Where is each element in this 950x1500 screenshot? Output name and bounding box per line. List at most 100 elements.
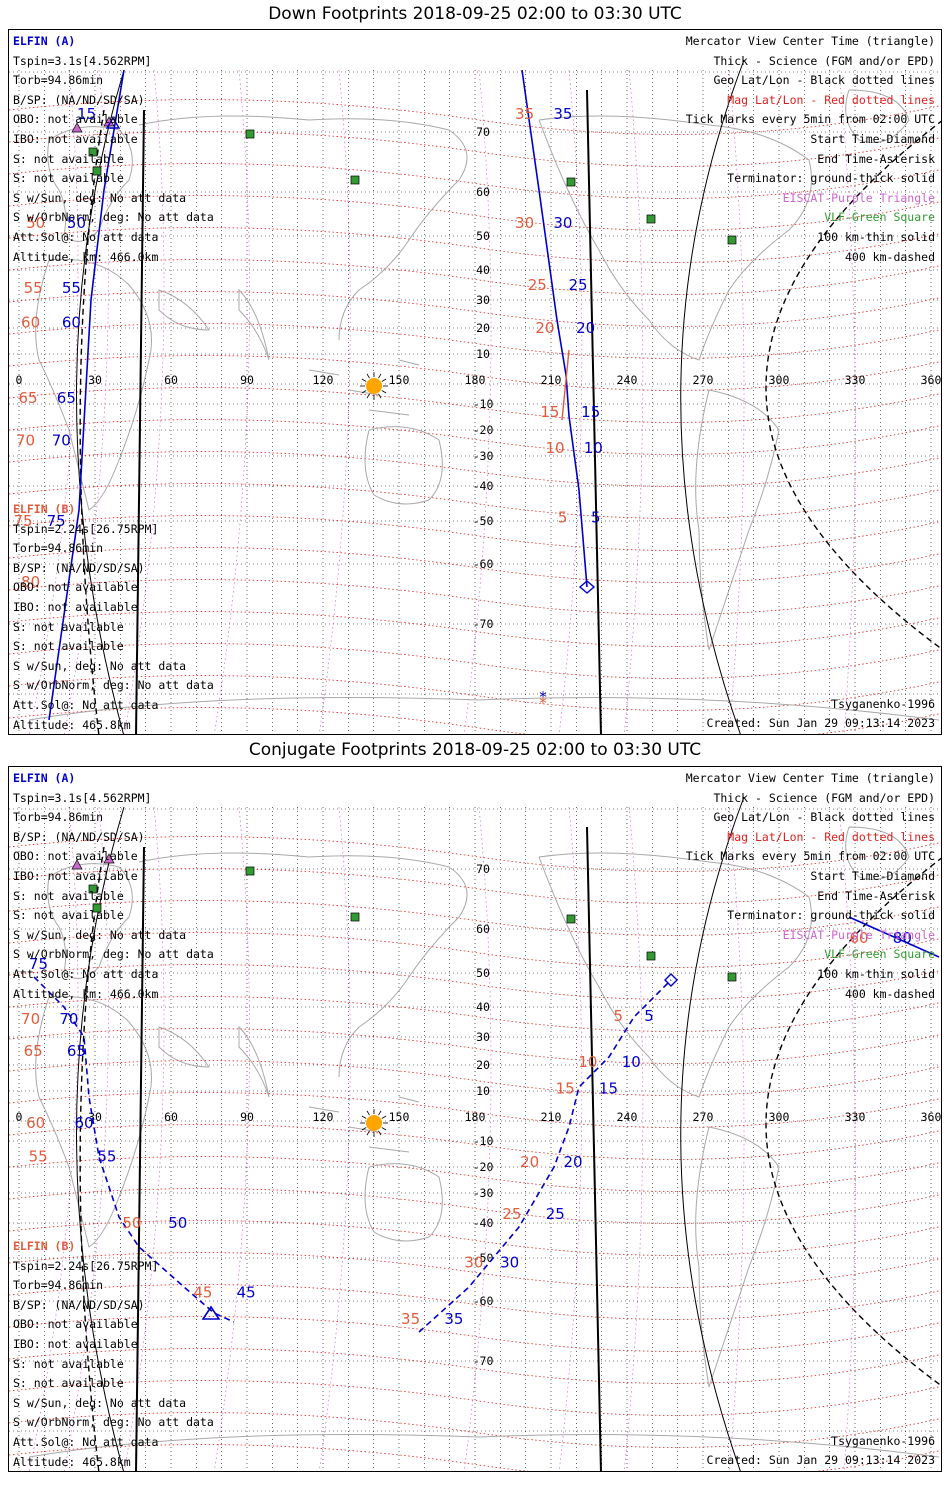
mag-meridian: [838, 806, 856, 1471]
coastline: [308, 359, 420, 416]
sun-icon: [366, 378, 382, 394]
legend-item: Geo Lat/Lon - Black dotted lines: [713, 810, 935, 825]
down-map-canvas: 0 30 60 90 120 150 180 210 240 270 300 330 360 70 60 50…: [9, 59, 941, 734]
terminator-line: [586, 89, 602, 734]
sat-a-line: S: not available: [13, 171, 124, 186]
track-time-label-b: 20: [535, 319, 554, 337]
vlf-square: [727, 235, 737, 245]
sat-b-line: IBO: not available: [13, 1336, 138, 1351]
track-time-label-b: 45: [193, 1283, 212, 1301]
lat-tick-label: 60: [476, 922, 490, 936]
coastline: [28, 697, 940, 721]
mag-meridian: [123, 806, 165, 1471]
sat-a-track: [848, 916, 940, 958]
mag-meridian: [728, 69, 745, 734]
sat-a-line: S: not available: [13, 908, 124, 923]
legend-item: 400 km-dashed: [844, 986, 935, 1001]
sat-b-line: Tspin=2.24s[26.75RPM]: [13, 1258, 159, 1273]
legend-item: EISCAT-Purple Triangle: [782, 190, 935, 205]
sat-b-name: ELFIN (B): [13, 502, 76, 516]
mag-parallel: [9, 163, 941, 199]
track-time-label-a: 10: [622, 1053, 641, 1071]
lon-tick-label: 240: [617, 1110, 638, 1124]
sat-b-info: ELFIN (B) Tspin=2.24s[26.75RPM] Torb=94.…: [13, 1237, 214, 1471]
legend-item: Geo Lat/Lon - Black dotted lines: [713, 73, 935, 88]
sat-b-line: S: not available: [13, 1356, 124, 1371]
down-footprints-map: 0 30 60 90 120 150 180 210 240 270 300 330 360 70 60 50…: [8, 29, 942, 735]
lon-tick-label: 150: [389, 373, 410, 387]
lon-tick-label: 90: [240, 373, 254, 387]
track-time-label-b: 70: [16, 431, 35, 449]
legend-item: Mercator View Center Time (triangle): [685, 771, 935, 785]
lat-tick-label: -60: [473, 557, 494, 571]
sun-ray: [378, 393, 382, 399]
coastline: [35, 995, 152, 1248]
sat-a-info: ELFIN (A) Tspin=3.1s[4.562RPM] Torb=94.8…: [13, 769, 214, 1004]
legend-item: End Time-Asterisk: [817, 151, 935, 166]
created-label: Created: Sun Jan 29 09:13:14 2023: [706, 1453, 935, 1467]
vlf-square: [727, 972, 737, 982]
sat-a-line: Tspin=3.1s[4.562RPM]: [13, 53, 152, 68]
sat-a-info: ELFIN (A) Tspin=3.1s[4.562RPM] Torb=94.8…: [13, 32, 214, 267]
panel-title-conjugate: Conjugate Footprints 2018-09-25 02:00 to…: [248, 740, 702, 760]
end-asterisk: *: [539, 688, 547, 706]
sat-b-name: ELFIN (B): [13, 1239, 76, 1253]
sun-ray: [381, 378, 387, 382]
track-time-label-b: 30: [515, 214, 534, 232]
sat-b-line: Tspin=2.24s[26.75RPM]: [13, 521, 159, 536]
sat-a-line: Torb=94.86min: [13, 810, 104, 825]
eiscat-triangle: [71, 122, 83, 133]
sat-a-line: OBO: not available: [13, 849, 138, 864]
track-time-label-a: 35: [444, 1310, 463, 1328]
track-time-label-a: 5: [591, 509, 601, 527]
sat-b-line: S w/Sun, deg: No att data: [13, 658, 187, 673]
track-time-label-a: 75: [29, 955, 48, 973]
mag-parallel: [9, 996, 941, 1032]
mag-parallel: [9, 1028, 941, 1064]
track-time-label-a: 75: [47, 512, 66, 530]
vlf-square: [245, 129, 255, 139]
legend-item: EISCAT-Purple Triangle: [782, 927, 935, 942]
vlf-square: [88, 884, 98, 894]
track-time-label-a: 30: [500, 1253, 519, 1271]
legend-item: Thick - Science (FGM and/or EPD): [713, 53, 935, 68]
lon-tick-label: 330: [845, 373, 866, 387]
terminator-100km: [680, 59, 745, 734]
lon-tick-label: 150: [389, 1110, 410, 1124]
lon-tick-label: 60: [164, 1110, 178, 1124]
terminator-100km: [680, 796, 745, 1471]
mag-meridian: [318, 69, 351, 734]
lat-tick-label: -50: [473, 514, 494, 528]
coastline: [28, 1434, 940, 1458]
mag-parallel: [9, 932, 941, 968]
vlf-square: [350, 912, 360, 922]
sat-a-line: IBO: not available: [13, 131, 138, 146]
sat-b-line: Altitude: 465.8km: [13, 1454, 131, 1469]
sat-b-line: IBO: not available: [13, 599, 138, 614]
track-time-label-b: 80: [21, 573, 40, 591]
legend-item: VLF-Green Square: [824, 210, 935, 225]
mag-parallel: [9, 611, 941, 647]
lat-tick-label: -50: [473, 1251, 494, 1265]
mag-parallel: [9, 1412, 941, 1448]
sat-b-line: Torb=94.86min: [13, 1278, 104, 1293]
mag-parallel: [9, 515, 941, 551]
mag-meridian: [318, 806, 351, 1471]
sun-ray: [381, 1115, 387, 1119]
track-time-label-b: 60: [849, 929, 868, 947]
model-label: Tsyganenko-1996: [831, 697, 935, 711]
track-time-label-b: 35: [401, 1310, 420, 1328]
track-time-label-a: 70: [59, 1010, 78, 1028]
sat-b-line: B/SP: (NA/ND/SD/SA): [13, 1297, 145, 1312]
mag-parallel: [9, 900, 941, 936]
sun-ray: [378, 1130, 382, 1136]
vlf-square: [566, 914, 576, 924]
track-time-label-a: 30: [553, 214, 572, 232]
mag-parallel: [9, 1284, 941, 1320]
lat-tick-label: 70: [476, 862, 490, 876]
sat-b-line: Att.Sol@: No att data: [13, 1434, 159, 1449]
sat-a-line: B/SP: (NA/ND/SD/SA): [13, 829, 145, 844]
coastline: [338, 916, 460, 1078]
lon-tick-label: 300: [769, 373, 790, 387]
lon-tick-label: 210: [541, 1110, 562, 1124]
